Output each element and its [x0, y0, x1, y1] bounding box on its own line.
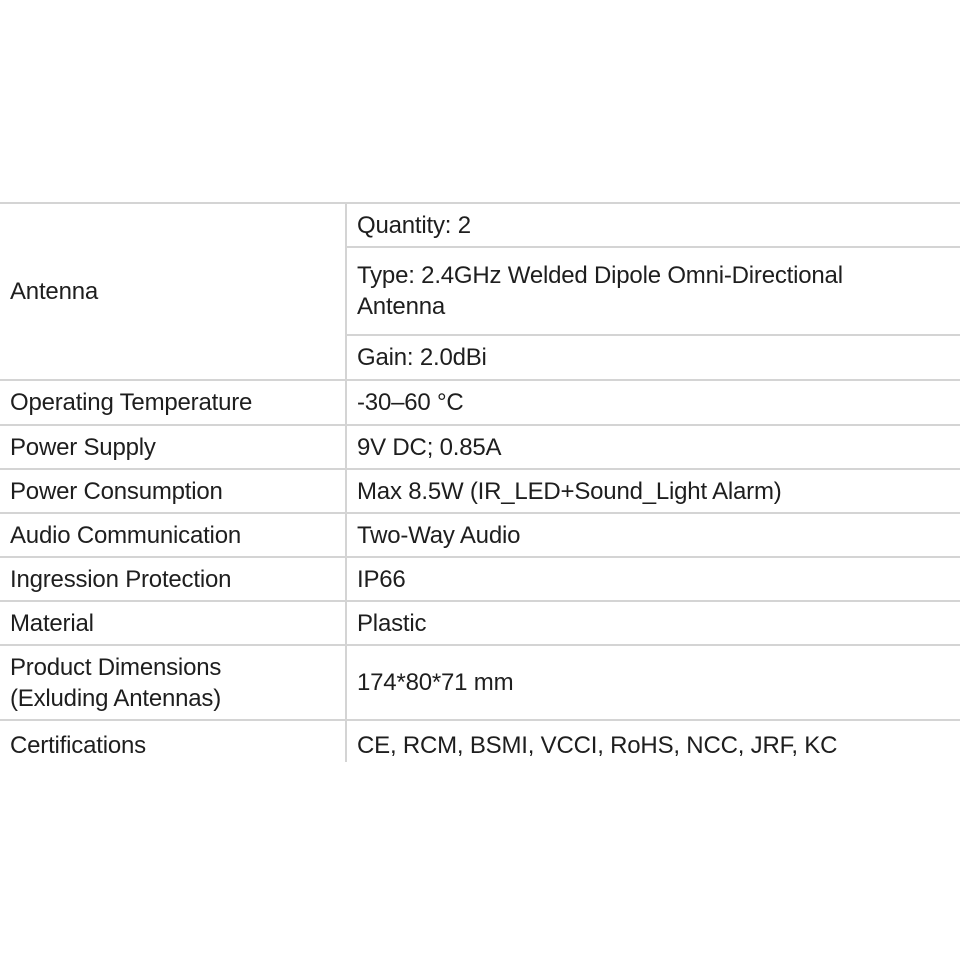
divider — [0, 600, 960, 602]
divider — [0, 468, 960, 470]
ingression-protection-label: Ingression Protection — [10, 565, 232, 593]
power-consumption-value: Max 8.5W (IR_LED+Sound_Light Alarm) — [357, 477, 782, 505]
material-value: Plastic — [357, 609, 427, 637]
divider — [346, 334, 960, 336]
audio-communication-label: Audio Communication — [10, 521, 241, 549]
certifications-value: CE, RCM, BSMI, VCCI, RoHS, NCC, JRF, KC — [357, 731, 838, 759]
product-dimensions-label: Product Dimensions (Exluding Antennas) — [10, 653, 222, 712]
audio-communication-value: Two-Way Audio — [357, 521, 521, 549]
product-dimensions-value: 174*80*71 mm — [357, 669, 514, 696]
operating-temperature-label: Operating Temperature — [10, 389, 253, 416]
power-consumption-label: Power Consumption — [10, 477, 223, 505]
material-label: Material — [10, 609, 94, 637]
divider — [0, 556, 960, 558]
divider — [0, 424, 960, 426]
operating-temperature-value: -30–60 °C — [357, 389, 464, 416]
antenna-type: Type: 2.4GHz Welded Dipole Omni-Directio… — [357, 262, 843, 320]
certifications-label: Certifications — [10, 731, 146, 759]
divider — [346, 246, 960, 248]
antenna-gain: Gain: 2.0dBi — [357, 344, 487, 371]
column-divider — [345, 203, 347, 762]
divider — [0, 644, 960, 646]
divider — [0, 379, 960, 381]
antenna-quantity: Quantity: 2 — [357, 211, 471, 239]
divider — [0, 202, 960, 204]
antenna-label: Antenna — [10, 278, 99, 305]
divider — [0, 512, 960, 514]
divider — [0, 719, 960, 721]
power-supply-label: Power Supply — [10, 433, 156, 461]
ingression-protection-value: IP66 — [357, 565, 406, 593]
power-supply-value: 9V DC; 0.85A — [357, 433, 502, 461]
